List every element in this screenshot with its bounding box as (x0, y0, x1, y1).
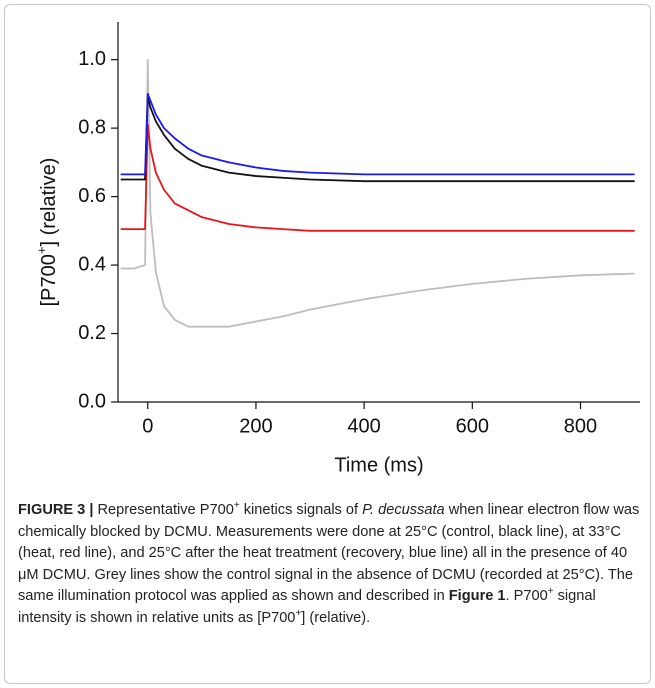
caption-run: when linear electron flow was chemically… (18, 502, 640, 604)
x-tick-label: 600 (456, 415, 489, 437)
data-line (120, 123, 635, 232)
caption-run: ] (relative). (301, 609, 371, 626)
y-label-part: ] (relative) (38, 158, 60, 247)
y-tick-label: 0.4 (78, 253, 106, 275)
x-axis-label: Time (ms) (334, 454, 423, 476)
x-tick-label: 200 (239, 415, 272, 437)
y-axis-label: [P700+] (relative) (34, 158, 60, 307)
caption-run: Representative P700 (93, 502, 234, 518)
caption-run: + (295, 607, 302, 619)
chart: Time (ms) [P700+] (relative) 0.0 0.2 0.4 0.… (34, 22, 640, 476)
x-tick-label: 400 (347, 415, 380, 437)
caption-run: kinetics signals of (239, 502, 363, 518)
y-tick-label: 0.0 (78, 390, 106, 412)
y-tick-label: 1.0 (78, 48, 106, 70)
y-tick-label: 0.6 (78, 185, 106, 207)
x-tick-label: 0 (142, 415, 153, 437)
caption-run: + (233, 500, 240, 512)
figure-frame (4, 4, 651, 684)
caption: FIGURE 3 | Representative P700+ kinetics… (18, 500, 640, 629)
data-line (120, 96, 635, 183)
data-line (120, 58, 635, 328)
caption-run: signal intensity is shown in relative un… (18, 588, 596, 626)
x-tick-label: 800 (564, 415, 597, 437)
caption-run: + (547, 586, 554, 598)
caption-run: Figure 1 (448, 588, 506, 604)
data-line (120, 92, 635, 176)
caption-run: . P700 (505, 588, 548, 604)
y-label-part: + (34, 247, 49, 255)
y-label-part: [P700 (38, 254, 60, 306)
y-tick-label: 0.2 (78, 322, 106, 344)
caption-run: FIGURE 3 | (18, 502, 94, 518)
caption-run: P. decussata (362, 502, 445, 518)
y-tick-label: 0.8 (78, 116, 106, 138)
